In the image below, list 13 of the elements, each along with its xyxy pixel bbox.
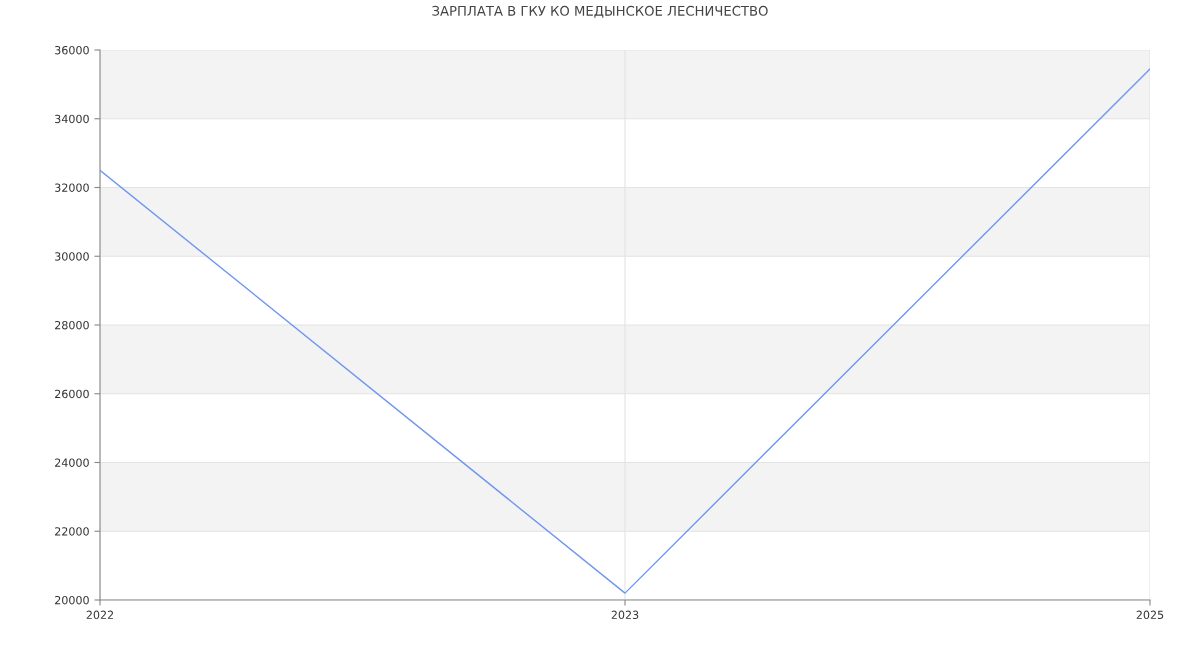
y-tick-label: 22000 [55,527,89,536]
y-tick-label: 32000 [55,183,89,192]
x-tick-label: 2025 [1136,610,1164,620]
y-tick-label: 34000 [55,114,89,124]
y-tick-label: 28000 [55,320,89,330]
y-tick-label: 26000 [55,389,89,399]
y-tick-label: 24000 [55,458,89,467]
x-tick-label: 2023 [611,610,639,620]
chart-title: ЗАРПЛАТА В ГКУ КО МЕДЫНСКОЕ ЛЕСНИЧЕСТВО [432,5,768,18]
y-tick-label: 30000 [55,252,89,261]
x-tick-label: 2022 [86,610,114,620]
y-tick-label: 36000 [55,45,89,55]
y-tick-label: 20000 [55,595,89,605]
